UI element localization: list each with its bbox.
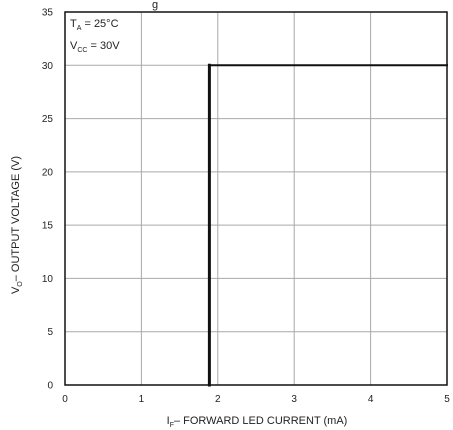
- y-axis-title-text: – OUTPUT VOLTAGE (V): [10, 156, 22, 281]
- x-tick-label-0: 0: [62, 394, 68, 405]
- plot-frame: [64, 11, 448, 386]
- y-tick-label-10: 10: [42, 274, 54, 285]
- y-tick-label-5: 5: [47, 327, 53, 338]
- y-tick-label-25: 25: [42, 114, 54, 125]
- x-tick-label-3: 3: [291, 394, 297, 405]
- conditions-box: TA = 25°C VCC = 30V: [70, 18, 120, 54]
- y-axis-ticks: 0 5 10 15 20 25 30 35: [42, 8, 54, 392]
- x-tick-label-1: 1: [139, 394, 145, 405]
- y-tick-label-15: 15: [42, 221, 54, 232]
- x-axis-title-symbol: I: [167, 415, 170, 427]
- condition-vcc-value: = 30V: [87, 40, 120, 52]
- condition-ta-subscript: A: [77, 25, 82, 32]
- x-axis-title-subscript: F: [170, 422, 174, 429]
- y-tick-label-0: 0: [47, 381, 53, 392]
- y-tick-label-35: 35: [42, 8, 54, 19]
- plot-area: [64, 11, 448, 387]
- y-axis-title-symbol: V: [10, 286, 22, 294]
- x-tick-label-5: 5: [444, 394, 450, 405]
- y-tick-label-20: 20: [42, 167, 54, 178]
- y-axis-title: VO– OUTPUT VOLTAGE (V): [10, 156, 24, 294]
- plot-background: [65, 12, 447, 385]
- x-axis-title: IF– FORWARD LED CURRENT (mA): [167, 415, 348, 429]
- x-tick-label-4: 4: [368, 394, 374, 405]
- condition-ta-value: = 25°C: [81, 18, 118, 30]
- condition-vcc-symbol: V: [70, 40, 78, 52]
- x-axis-ticks: 0 1 2 3 4 5: [62, 394, 450, 405]
- y-tick-label-30: 30: [42, 61, 54, 72]
- series-layer: [207, 63, 448, 387]
- x-tick-label-2: 2: [215, 394, 221, 405]
- chart-title-fragment: g: [152, 0, 158, 11]
- y-axis-title-subscript: O: [17, 281, 24, 287]
- condition-vcc: VCC = 30V: [70, 40, 120, 54]
- condition-vcc-subscript: CC: [77, 47, 87, 54]
- x-axis-title-text: – FORWARD LED CURRENT (mA): [174, 415, 347, 427]
- condition-ta-symbol: T: [70, 18, 77, 30]
- condition-ta: TA = 25°C: [70, 18, 119, 32]
